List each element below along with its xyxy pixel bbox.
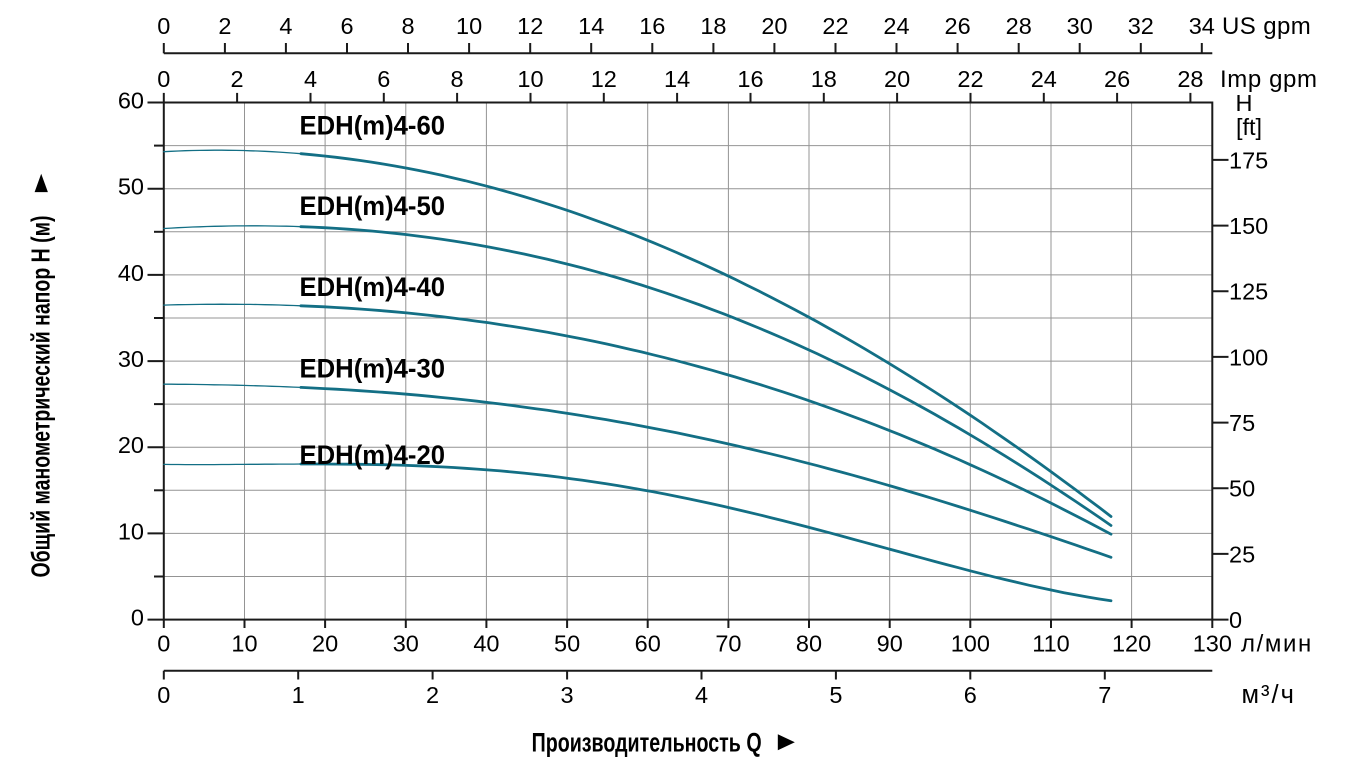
svg-text:22: 22 <box>957 66 983 92</box>
svg-text:24: 24 <box>1031 66 1057 92</box>
svg-text:20: 20 <box>884 66 910 92</box>
svg-text:EDH(m)4-30: EDH(m)4-30 <box>300 354 446 384</box>
svg-text:20: 20 <box>312 630 338 656</box>
svg-text:22: 22 <box>822 13 848 39</box>
svg-text:6: 6 <box>964 682 977 708</box>
svg-text:60: 60 <box>118 87 144 113</box>
svg-text:0: 0 <box>157 630 170 656</box>
svg-text:H: H <box>1236 90 1253 116</box>
svg-text:5: 5 <box>829 682 842 708</box>
svg-text:50: 50 <box>118 174 144 200</box>
svg-text:10: 10 <box>517 66 543 92</box>
svg-text:90: 90 <box>877 630 903 656</box>
svg-text:100: 100 <box>1229 344 1268 370</box>
svg-text:4: 4 <box>279 13 292 39</box>
svg-text:EDH(m)4-60: EDH(m)4-60 <box>300 110 446 140</box>
svg-text:7: 7 <box>1098 682 1111 708</box>
svg-text:26: 26 <box>945 13 971 39</box>
svg-text:50: 50 <box>1229 476 1255 502</box>
svg-text:26: 26 <box>1104 66 1130 92</box>
svg-text:2: 2 <box>426 682 439 708</box>
svg-text:75: 75 <box>1229 410 1255 436</box>
svg-text:100: 100 <box>951 630 990 656</box>
svg-text:40: 40 <box>473 630 499 656</box>
svg-text:3: 3 <box>561 682 574 708</box>
svg-text:20: 20 <box>761 13 787 39</box>
svg-text:70: 70 <box>715 630 741 656</box>
svg-text:16: 16 <box>639 13 665 39</box>
svg-text:6: 6 <box>377 66 390 92</box>
svg-text:10: 10 <box>118 518 144 544</box>
svg-text:25: 25 <box>1229 541 1255 567</box>
svg-text:30: 30 <box>118 346 144 372</box>
svg-text:16: 16 <box>737 66 763 92</box>
svg-text:12: 12 <box>517 13 543 39</box>
svg-text:Imp gpm: Imp gpm <box>1220 66 1318 93</box>
svg-text:6: 6 <box>340 13 353 39</box>
svg-text:28: 28 <box>1177 66 1203 92</box>
svg-text:EDH(m)4-50: EDH(m)4-50 <box>300 191 446 221</box>
svg-text:14: 14 <box>578 13 604 39</box>
svg-text:Общий манометрический напор H: Общий манометрический напор H (м) <box>25 216 55 578</box>
svg-text:20: 20 <box>118 432 144 458</box>
svg-text:10: 10 <box>456 13 482 39</box>
svg-text:175: 175 <box>1229 147 1268 173</box>
svg-text:US gpm: US gpm <box>1222 13 1311 40</box>
svg-text:EDH(m)4-40: EDH(m)4-40 <box>300 272 446 302</box>
svg-text:8: 8 <box>401 13 414 39</box>
svg-text:EDH(m)4-20: EDH(m)4-20 <box>300 440 446 470</box>
svg-text:м³/ч: м³/ч <box>1242 681 1296 709</box>
svg-text:50: 50 <box>554 630 580 656</box>
svg-text:24: 24 <box>883 13 909 39</box>
svg-text:150: 150 <box>1229 213 1268 239</box>
svg-text:14: 14 <box>664 66 690 92</box>
svg-text:120: 120 <box>1112 630 1151 656</box>
svg-text:125: 125 <box>1229 279 1268 305</box>
svg-text:8: 8 <box>451 66 464 92</box>
svg-text:2: 2 <box>218 13 231 39</box>
svg-text:0: 0 <box>131 605 144 631</box>
svg-text:30: 30 <box>1067 13 1093 39</box>
svg-text:110: 110 <box>1032 630 1069 656</box>
svg-text:130: 130 <box>1193 630 1232 656</box>
svg-text:28: 28 <box>1006 13 1032 39</box>
svg-text:18: 18 <box>811 66 837 92</box>
svg-text:4: 4 <box>304 66 317 92</box>
svg-text:0: 0 <box>157 682 170 708</box>
svg-text:12: 12 <box>591 66 617 92</box>
svg-text:4: 4 <box>695 682 708 708</box>
svg-text:0: 0 <box>157 66 170 92</box>
svg-text:2: 2 <box>231 66 244 92</box>
svg-text:30: 30 <box>393 630 419 656</box>
svg-text:18: 18 <box>700 13 726 39</box>
svg-text:л/мин: л/мин <box>1241 630 1313 657</box>
svg-text:10: 10 <box>231 630 257 656</box>
svg-text:32: 32 <box>1128 13 1154 39</box>
svg-text:1: 1 <box>292 682 305 708</box>
svg-text:0: 0 <box>1229 607 1242 633</box>
svg-text:Производительность Q: Производительность Q <box>532 727 762 757</box>
svg-text:80: 80 <box>796 630 822 656</box>
svg-text:34: 34 <box>1189 13 1215 39</box>
svg-text:[ft]: [ft] <box>1236 114 1262 140</box>
svg-text:40: 40 <box>118 260 144 286</box>
svg-text:0: 0 <box>157 13 170 39</box>
svg-text:60: 60 <box>635 630 661 656</box>
